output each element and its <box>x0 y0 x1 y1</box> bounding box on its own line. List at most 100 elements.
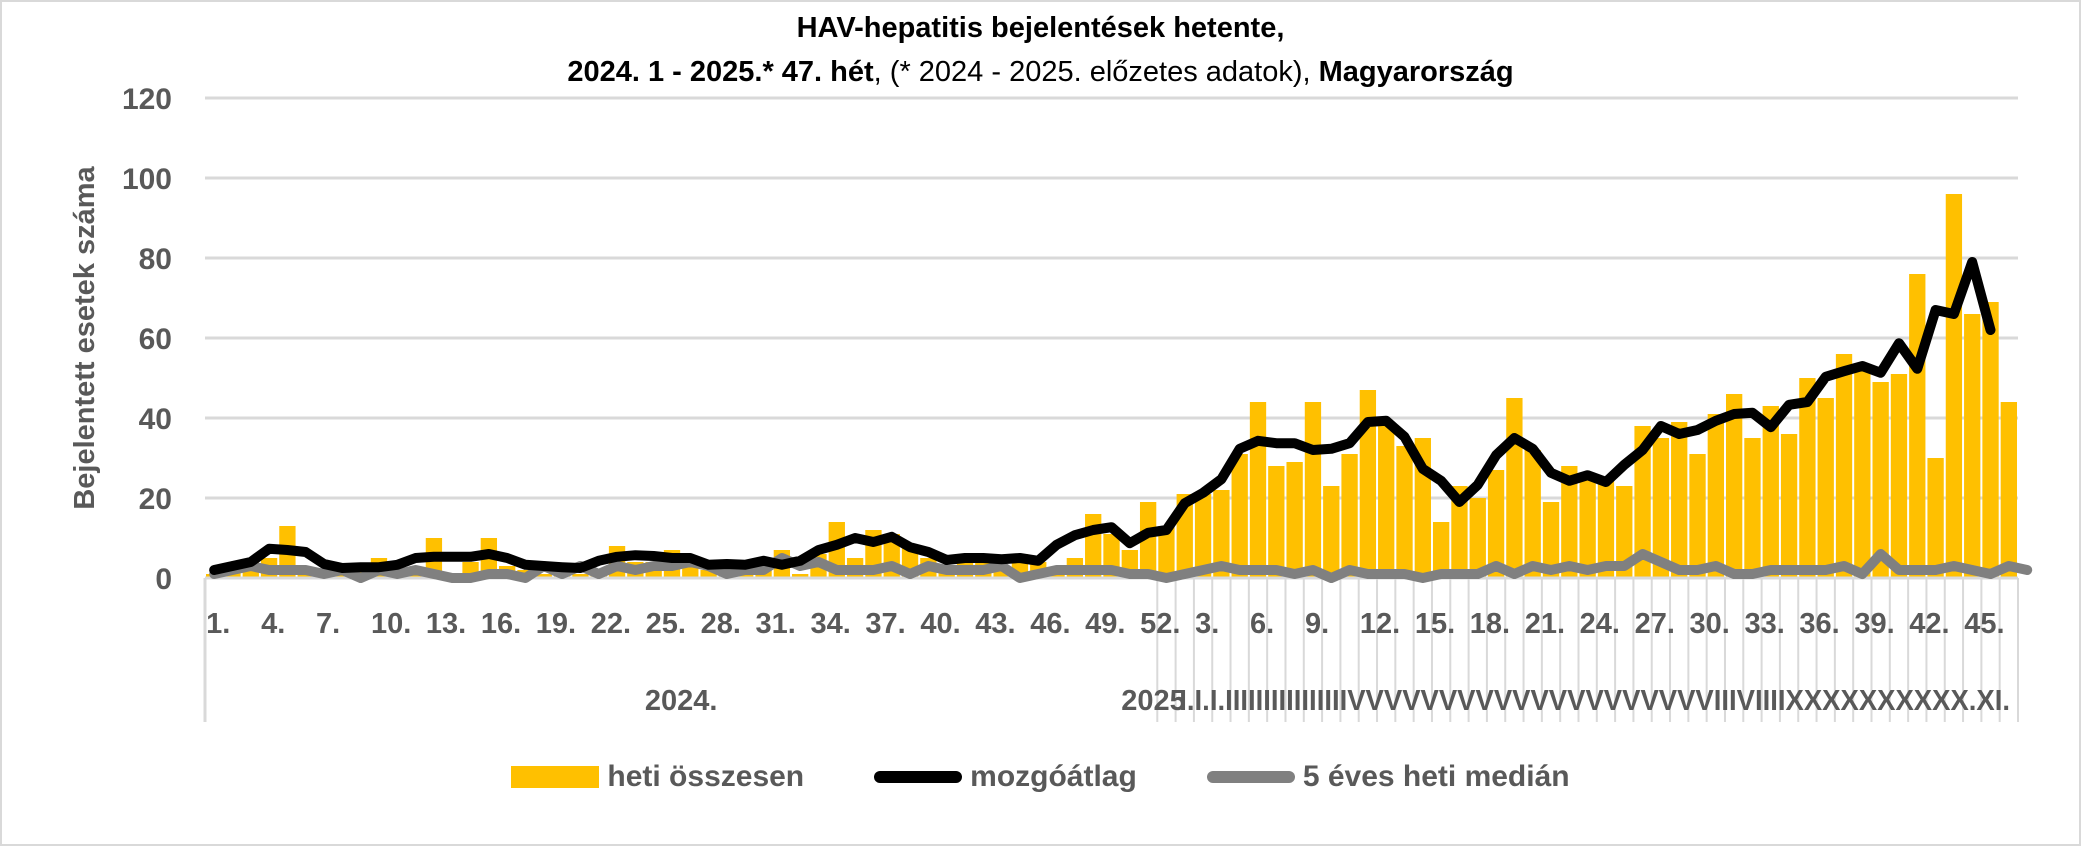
x-tick-label: 18. <box>1470 608 1510 640</box>
x-tick-label: 52. <box>1140 608 1180 640</box>
bar <box>1725 394 1743 578</box>
x-tick-label: 4. <box>261 608 285 640</box>
y-tick-label: 120 <box>122 83 172 116</box>
x-tick-label: 28. <box>701 608 741 640</box>
subtitle-part-range: 2024. 1 - 2025.* 47. hét <box>567 56 874 88</box>
bar <box>1671 422 1688 578</box>
bar <box>700 570 717 578</box>
y-tick-label: 80 <box>139 243 172 276</box>
bar <box>1524 450 1541 578</box>
bar <box>1817 398 1834 578</box>
x-tick-label: 15. <box>1415 608 1455 640</box>
x-tick-label: 42. <box>1909 608 1949 640</box>
x-tick-label: 16. <box>481 608 521 640</box>
legend-label-moving-average: mozgóátlag <box>970 760 1137 793</box>
y-tick-label: 40 <box>139 403 172 436</box>
bar <box>1487 470 1505 578</box>
x-tick-label: 45. <box>1964 608 2004 640</box>
moving-average-line <box>209 257 1996 575</box>
bar <box>1854 370 1871 578</box>
bar <box>1780 434 1798 578</box>
bar <box>334 574 351 578</box>
bar <box>1231 454 1248 578</box>
x-tick-label: 36. <box>1799 608 1839 640</box>
month-labels-2025: I.I.I.IIIIIIIIIIIIIIIIVVVVVVVVVVVVVVVVVV… <box>1179 685 2010 717</box>
bar <box>792 574 809 578</box>
bar <box>1597 478 1615 578</box>
x-tick-label: 40. <box>920 608 960 640</box>
bar <box>1268 466 1285 578</box>
bar <box>1469 498 1486 578</box>
x-tick-label: 27. <box>1635 608 1675 640</box>
x-tick-label: 10. <box>371 608 411 640</box>
legend: heti összesen mozgóátlag 5 éves heti med… <box>0 760 2081 794</box>
x-tick-label: 33. <box>1744 608 1784 640</box>
bar <box>1707 414 1724 578</box>
bar <box>1616 486 1633 578</box>
x-tick-label: 37. <box>865 608 905 640</box>
x-tick-label: 3. <box>1195 608 1219 640</box>
x-tick-label: 30. <box>1690 608 1730 640</box>
year-label-2024: 2024. <box>645 685 718 717</box>
y-axis-title: Bejelentett esetek száma <box>69 165 101 509</box>
x-tick-label: 31. <box>756 608 796 640</box>
bar <box>1762 406 1779 578</box>
x-tick-label: 49. <box>1085 608 1125 640</box>
bar <box>535 574 552 578</box>
y-tick-label: 0 <box>155 563 172 596</box>
x-tick-label: 13. <box>426 608 466 640</box>
bar <box>1194 494 1212 578</box>
legend-item-moving-average: mozgóátlag <box>874 760 1137 794</box>
bar <box>1542 502 1560 578</box>
x-tick-label: 24. <box>1580 608 1620 640</box>
bar <box>1341 454 1358 578</box>
bar <box>407 574 424 578</box>
subtitle-part-note: , (* 2024 - 2025. előzetes adatok), <box>873 56 1319 88</box>
bar <box>1139 502 1157 578</box>
bar <box>1359 390 1377 578</box>
legend-label-weekly-total: heti összesen <box>607 760 805 793</box>
bar <box>1432 522 1450 578</box>
bar <box>1927 458 1944 578</box>
bar <box>1835 354 1853 578</box>
year-label-2025: 2025 <box>1121 685 1186 717</box>
x-tick-label: 46. <box>1030 608 1070 640</box>
bar <box>1909 274 1926 578</box>
x-tick-label: 12. <box>1360 608 1400 640</box>
bar <box>1982 302 1999 578</box>
bar <box>1249 402 1267 578</box>
y-tick-label: 20 <box>139 483 172 516</box>
y-tick-label: 60 <box>139 323 172 356</box>
x-tick-label: 1. <box>206 608 230 640</box>
median-line <box>209 549 2033 583</box>
legend-swatch-median <box>1206 771 1295 783</box>
x-tick-label: 25. <box>646 608 686 640</box>
bar <box>1634 426 1651 578</box>
bar <box>1396 446 1413 578</box>
bar <box>1744 438 1761 578</box>
bar <box>1378 426 1395 578</box>
bar <box>2000 402 2017 578</box>
bar <box>1561 466 1578 578</box>
bar <box>1945 194 1963 578</box>
y-tick-label: 100 <box>122 163 172 196</box>
legend-label-median: 5 éves heti medián <box>1302 760 1570 793</box>
x-tick-label: 7. <box>316 608 340 640</box>
x-tick-label: 43. <box>975 608 1015 640</box>
bar <box>1964 314 1981 578</box>
bar <box>1451 486 1468 578</box>
x-tick-label: 34. <box>810 608 850 640</box>
chart-title: HAV-hepatitis bejelentések hetente, <box>796 12 1285 44</box>
legend-swatch-weekly-total <box>511 766 600 788</box>
subtitle-part-country: Magyarország <box>1318 56 1514 88</box>
x-tick-label: 19. <box>536 608 576 640</box>
bar <box>1304 402 1322 578</box>
legend-item-median: 5 éves heti medián <box>1206 760 1570 794</box>
bar <box>1506 398 1523 578</box>
legend-item-weekly-total: heti összesen <box>511 760 804 794</box>
bar <box>1286 462 1303 578</box>
bar <box>1890 374 1908 578</box>
bar <box>1579 474 1596 578</box>
bar <box>1689 454 1706 578</box>
